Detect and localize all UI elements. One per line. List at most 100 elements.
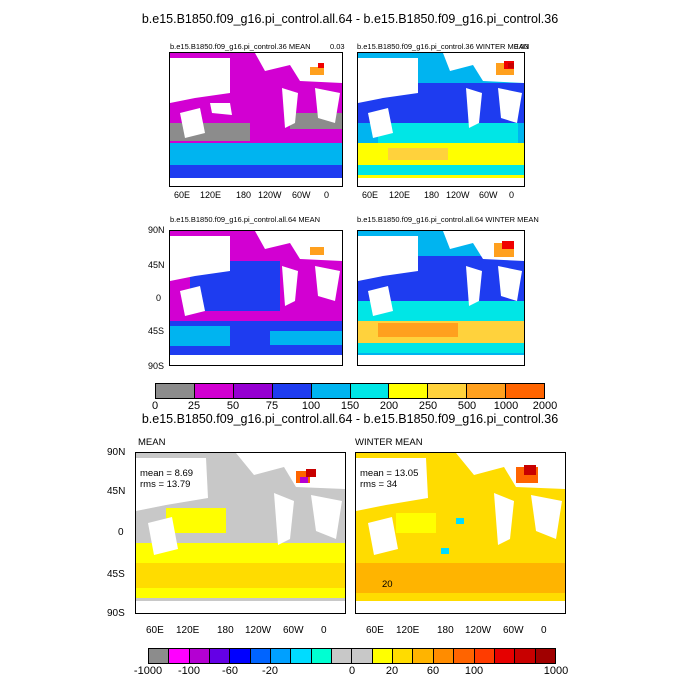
lon-tick-d1-6: 0 <box>321 625 327 636</box>
colorbar-bottom-box <box>535 649 555 663</box>
panel-3-title: b.e15.B1850.f09_g16.pi_control.all.64 ME… <box>170 215 321 224</box>
colorbar-top-box <box>311 384 351 398</box>
lon-tick-d2-4: 120W <box>465 625 492 636</box>
diff-map-panel-1: mean = 8.69 rms = 13.79 <box>135 452 346 614</box>
lat-tick-p3-2: 45N <box>148 260 165 270</box>
colorbar-bottom-box <box>413 649 434 663</box>
diff-2-contour-label: 20 <box>382 579 393 590</box>
colorbar-bottom-box <box>474 649 495 663</box>
map-panel-2 <box>357 52 525 187</box>
map-field-3 <box>170 231 342 365</box>
colorbar-top-box <box>156 384 195 398</box>
lon-tick-d1-1: 60E <box>146 625 164 636</box>
lon-tick-d2-5: 60W <box>503 625 524 636</box>
lon-tick-p1-5: 60W <box>292 190 311 200</box>
map-field-2 <box>358 53 524 186</box>
map-panel-4 <box>357 230 525 366</box>
colorbar-top-box <box>389 384 429 398</box>
colorbar-bottom-box <box>230 649 251 663</box>
lon-tick-p1-3: 180 <box>236 190 252 200</box>
lon-tick-d2-1: 60E <box>366 625 384 636</box>
diff-map-field-2 <box>356 453 565 613</box>
lat-tick-d1-5: 90S <box>107 608 125 619</box>
lat-tick-p3-4: 45S <box>148 326 165 336</box>
panel-2-title: b.e15.B1850.f09_g16.pi_control.36 WINTER… <box>357 42 530 51</box>
map-field-4 <box>358 231 524 365</box>
colorbar-bottom-box <box>454 649 475 663</box>
colorbar-top-box <box>272 384 312 398</box>
colorbar-top <box>155 383 545 399</box>
diff-map-field-1 <box>136 453 345 613</box>
diff-panel-2-title: WINTER MEAN <box>355 437 423 448</box>
diff-2-mean: mean = 13.05 <box>360 468 419 479</box>
lat-tick-d1-3: 0 <box>118 527 124 538</box>
main-title: b.e15.B1850.f09_g16.pi_control.all.64 - … <box>141 12 559 26</box>
colorbar-top-label: 500 <box>457 400 477 412</box>
colorbar-bottom-box <box>250 649 272 663</box>
colorbar-top-box <box>233 384 273 398</box>
lon-tick-p1-6: 0 <box>324 190 330 200</box>
lon-tick-p2-3: 180 <box>424 190 440 200</box>
colorbar-top-label: 200 <box>379 400 399 412</box>
lat-tick-d1-4: 45S <box>107 569 125 580</box>
colorbar-bottom-label: 20 <box>385 665 399 677</box>
colorbar-bottom-label: 1000 <box>543 665 569 677</box>
colorbar-top-label: 25 <box>187 400 201 412</box>
colorbar-bottom-box <box>210 649 231 663</box>
colorbar-bottom-label: -1000 <box>133 665 163 677</box>
map-panel-1 <box>169 52 343 187</box>
diff-1-rms: rms = 13.79 <box>140 479 191 490</box>
colorbar-bottom-box <box>311 649 333 663</box>
difference-title: b.e15.B1850.f09_g16.pi_control.all.64 - … <box>141 412 559 426</box>
colorbar-bottom-box <box>291 649 312 663</box>
lat-tick-p3-3: 0 <box>156 293 162 303</box>
colorbar-top-label: 0 <box>151 400 159 412</box>
colorbar-bottom-box <box>393 649 414 663</box>
lon-tick-d1-3: 180 <box>217 625 234 636</box>
colorbar-top-label: 50 <box>226 400 240 412</box>
colorbar-bottom-box <box>149 649 170 663</box>
lat-tick-d1-2: 45N <box>107 486 126 497</box>
lat-tick-p3-5: 90S <box>148 361 165 371</box>
colorbar-bottom <box>148 648 556 664</box>
lon-tick-p2-2: 120E <box>389 190 411 200</box>
colorbar-bottom-box <box>352 649 373 663</box>
lon-tick-d2-3: 180 <box>437 625 454 636</box>
lon-tick-d1-5: 60W <box>283 625 304 636</box>
colorbar-bottom-label: -20 <box>262 665 278 677</box>
colorbar-bottom-box <box>372 649 394 663</box>
colorbar-top-box <box>428 384 468 398</box>
lon-tick-p1-2: 120E <box>200 190 222 200</box>
lon-tick-d2-6: 0 <box>541 625 547 636</box>
colorbar-top-box <box>506 384 545 398</box>
colorbar-top-label: 1000 <box>493 400 519 412</box>
colorbar-top-box <box>194 384 234 398</box>
colorbar-bottom-label: 0 <box>348 665 356 677</box>
colorbar-top-box <box>350 384 390 398</box>
diff-map-panel-2: mean = 13.05 rms = 34 20 <box>355 452 566 614</box>
colorbar-bottom-box <box>189 649 211 663</box>
lon-tick-d2-2: 120E <box>396 625 420 636</box>
map-field-1 <box>170 53 342 186</box>
lon-tick-p1-1: 60E <box>174 190 191 200</box>
lon-tick-d1-4: 120W <box>245 625 272 636</box>
diff-1-mean: mean = 8.69 <box>140 468 194 479</box>
colorbar-bottom-box <box>169 649 190 663</box>
colorbar-top-label: 2000 <box>532 400 558 412</box>
colorbar-bottom-label: 60 <box>426 665 440 677</box>
panel-4-title: b.e15.B1850.f09_g16.pi_control.all.64 WI… <box>357 215 539 224</box>
panel-2-corner: 0.03 <box>514 42 529 51</box>
panel-1-corner: 0.03 <box>330 42 345 51</box>
colorbar-bottom-label: -60 <box>222 665 238 677</box>
lon-tick-p2-6: 0 <box>509 190 515 200</box>
diff-2-rms: rms = 34 <box>360 479 398 490</box>
colorbar-bottom-label: -100 <box>177 665 201 677</box>
colorbar-top-label: 100 <box>301 400 321 412</box>
colorbar-bottom-box <box>515 649 536 663</box>
lon-tick-p2-1: 60E <box>362 190 379 200</box>
lat-tick-d1-1: 90N <box>107 447 126 458</box>
map-panel-3 <box>169 230 343 366</box>
colorbar-top-label: 250 <box>418 400 438 412</box>
lon-tick-d1-2: 120E <box>176 625 200 636</box>
colorbar-top-label: 75 <box>265 400 279 412</box>
